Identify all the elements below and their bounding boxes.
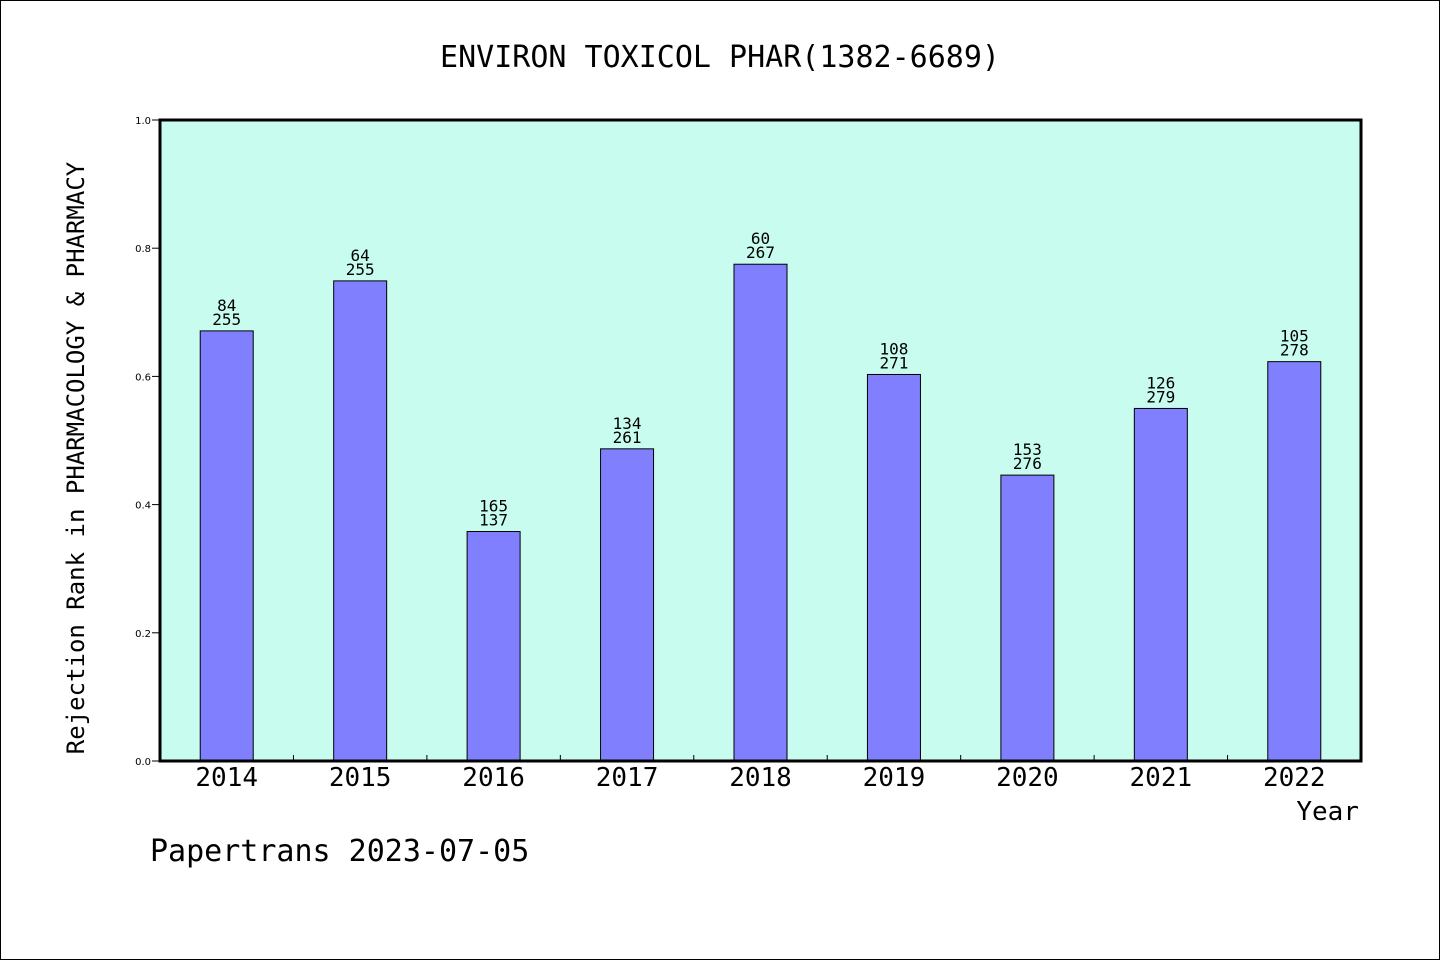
x-tick-label-2017: 2017 (596, 763, 659, 793)
data-label-2022-1: 105 (1280, 327, 1309, 346)
bar-2019 (866, 373, 921, 762)
data-label-2022-2: 278 (1280, 341, 1309, 360)
data-label-2016-2: 137 (479, 511, 508, 530)
data-label-2021-2: 279 (1146, 387, 1175, 406)
chart-title: ENVIRON TOXICOL PHAR(1382-6689) (440, 40, 1000, 75)
bar-2014 (199, 330, 254, 762)
bar-2016 (466, 531, 521, 762)
data-label-2015-1: 64 (351, 246, 370, 265)
x-tick-label-2016: 2016 (462, 763, 525, 793)
footer-credit: Papertrans 2023-07-05 (150, 834, 530, 869)
bars-layer (199, 263, 1322, 762)
x-tick-label-2018: 2018 (729, 763, 792, 793)
data-label-2019-2: 271 (879, 353, 908, 372)
data-label-2019-1: 108 (879, 339, 908, 358)
bar-2022 (1267, 361, 1322, 762)
x-tick-label-2019: 2019 (863, 763, 926, 793)
data-label-2021-1: 126 (1146, 373, 1175, 392)
y-tick-label-0: 0.0 (135, 757, 151, 768)
data-label-2020-2: 276 (1013, 454, 1042, 473)
x-tick-label-2022: 2022 (1263, 763, 1326, 793)
x-axis-label: Year (1296, 797, 1359, 827)
x-tick-label-2014: 2014 (195, 763, 258, 793)
bar-2018 (733, 263, 788, 762)
x-tick-label-2020: 2020 (996, 763, 1059, 793)
y-tick-label-2: 0.4 (135, 501, 151, 512)
data-label-2014-1: 84 (217, 296, 236, 315)
bar-2015 (333, 280, 388, 762)
plot-border (158, 118, 1363, 763)
y-tick-label-4: 0.8 (135, 244, 151, 255)
data-label-2016-1: 165 (479, 497, 508, 516)
data-label-2020-1: 153 (1013, 440, 1042, 459)
data-label-2017-1: 134 (613, 414, 642, 433)
bar-2021 (1133, 407, 1188, 762)
y-tick-label-1: 0.2 (135, 629, 151, 640)
data-label-2018-2: 267 (746, 243, 775, 262)
data-label-2017-2: 261 (613, 428, 642, 447)
data-labels-layer: 8425564255165137134261602671082711532761… (212, 229, 1308, 529)
y-tick-label-3: 0.6 (135, 372, 151, 383)
y-axis-label: Rejection Rank in PHARMACOLOGY & PHARMAC… (62, 161, 90, 754)
data-label-2015-2: 255 (346, 260, 375, 279)
bar-2017 (600, 448, 655, 762)
x-axis: 2014 2015 2016 2017 2018 2019 2020 2021 2022 (195, 755, 1326, 793)
data-label-2018-1: 60 (751, 229, 770, 248)
y-axis: 0.0 0.2 0.4 0.6 0.8 1.0 (135, 116, 160, 768)
x-tick-label-2021: 2021 (1130, 763, 1193, 793)
y-tick-label-5: 1.0 (135, 116, 151, 127)
x-tick-label-2015: 2015 (329, 763, 392, 793)
data-label-2014-2: 255 (212, 310, 241, 329)
bar-2020 (1000, 474, 1055, 762)
